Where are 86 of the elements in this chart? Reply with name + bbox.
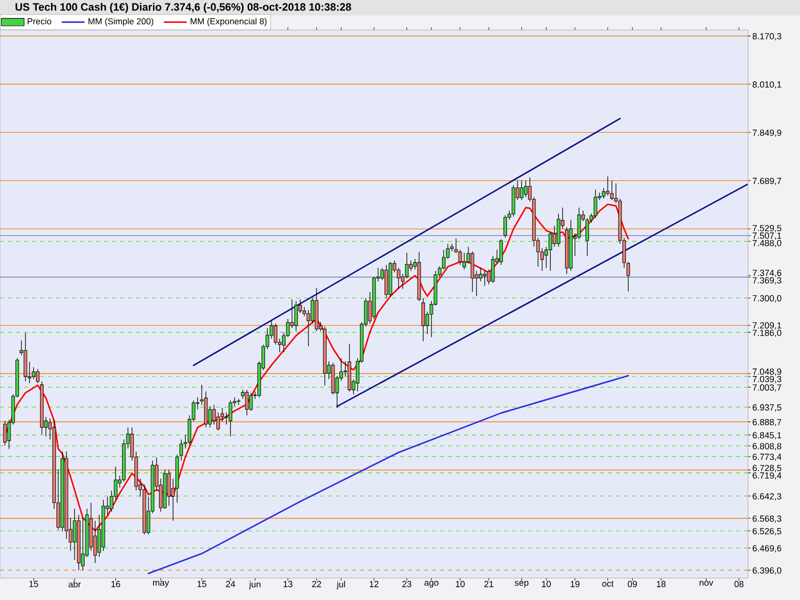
candlestick [228, 400, 232, 437]
candlestick [610, 180, 614, 200]
x-tick-label: 21 [484, 580, 494, 588]
x-tick-label: 19 [570, 580, 580, 588]
y-tick-label: 7.209,1 [752, 322, 782, 330]
y-tick-label: 6.568,3 [752, 515, 782, 523]
candlestick [294, 300, 298, 332]
x-tick-label: jun [248, 580, 260, 590]
y-tick-label: 6.642,3 [752, 493, 782, 500]
y-tick-label: 7.374,6 [752, 270, 782, 278]
candlestick [458, 249, 462, 266]
candlestick [421, 298, 425, 342]
y-tick-label: 7.186,0 [752, 330, 782, 338]
y-tick-label: 7.003,7 [752, 384, 782, 392]
y-tick-label: 6.469,6 [752, 545, 782, 552]
x-tick-label: may [153, 580, 170, 588]
x-tick-label: 13 [284, 580, 292, 588]
x-tick-label: 10 [542, 580, 551, 588]
candlestick [93, 520, 97, 564]
candlestick [81, 517, 85, 571]
y-tick-label: 7.300,0 [752, 295, 782, 302]
x-tick-label: oct [602, 580, 614, 587]
y-tick-label: 8.170,3 [752, 33, 782, 40]
y-tick-label: 7.488,0 [752, 240, 782, 248]
y-tick-label: 6.808,8 [752, 443, 782, 450]
y-tick-label: 6.526,5 [752, 528, 782, 536]
candlestick [548, 231, 552, 272]
x-tick-label: jul [336, 580, 345, 590]
candlestick [586, 218, 589, 256]
x-tick-label: 22 [312, 580, 322, 588]
candlestick [520, 180, 524, 200]
legend-label: MM (Exponencial 8) [190, 18, 267, 26]
candlestick [478, 268, 482, 282]
candlestick [72, 508, 76, 560]
x-tick-label: 23 [402, 580, 412, 588]
candlestick [626, 262, 630, 292]
candlestick [462, 252, 466, 270]
x-tick-label: ago [424, 580, 438, 588]
y-tick-label: 6.888,7 [752, 419, 782, 426]
y-tick-label: 6.719,4 [752, 472, 782, 480]
candlestick [405, 252, 409, 279]
x-tick-label: 09 [628, 580, 637, 588]
x-tick-label: 16 [111, 580, 120, 588]
candlestick [524, 180, 528, 198]
y-tick-label: 7.529,5 [752, 225, 782, 232]
candlestick [3, 420, 7, 446]
y-tick-label: 7.039,3 [752, 376, 782, 384]
candlestick [482, 270, 486, 286]
y-tick-label: 7.048,9 [752, 368, 782, 376]
candlestick [606, 176, 610, 196]
x-tick-label: 24 [226, 580, 236, 588]
y-tick-label: 7.369,3 [752, 277, 782, 285]
x-tick-label: nov [700, 580, 714, 586]
y-tick-label: 7.507,1 [752, 232, 782, 240]
y-tick-label: 6.937,5 [752, 404, 782, 412]
candlestick [594, 189, 598, 219]
candlestick [32, 366, 36, 380]
x-tick-label: 10 [456, 580, 465, 588]
y-tick-label: 7.849,9 [752, 130, 782, 137]
candlestick [249, 392, 253, 412]
y-tick-label: 8.010,1 [752, 81, 782, 89]
y-tick-label: 6.773,4 [752, 454, 782, 461]
legend-label: MM (Simple 200) [88, 18, 154, 26]
y-tick-label: 6.728,5 [752, 464, 782, 472]
x-tick-label: 12 [370, 580, 378, 588]
x-tick-label: 15 [198, 580, 206, 588]
legend-label: Precio [28, 18, 52, 24]
x-tick-label: sep [514, 580, 528, 588]
x-tick-label: 15 [29, 580, 38, 588]
chart-title: US Tech 100 Cash (1€) Diario 7.374,6 (-0,56%) 08-oct-2018 10:38:28 [16, 2, 352, 13]
line-series [148, 374, 629, 574]
candlestick [491, 255, 495, 284]
y-tick-label: 7.689,7 [752, 178, 782, 186]
y-tick-label: 6.396,0 [752, 567, 782, 575]
y-tick-label: 6.845,1 [752, 432, 782, 440]
candlestick [216, 412, 220, 431]
candlestick [36, 368, 40, 384]
x-tick-label: 18 [656, 580, 666, 588]
candlestick [499, 238, 503, 266]
x-tick-label: abr [68, 580, 81, 588]
candlestick [180, 439, 184, 461]
candlestick [245, 389, 249, 416]
x-tick-label: 08 [734, 580, 744, 588]
candlestick [274, 323, 278, 345]
candlestick [503, 214, 507, 238]
candlestick [602, 188, 606, 199]
